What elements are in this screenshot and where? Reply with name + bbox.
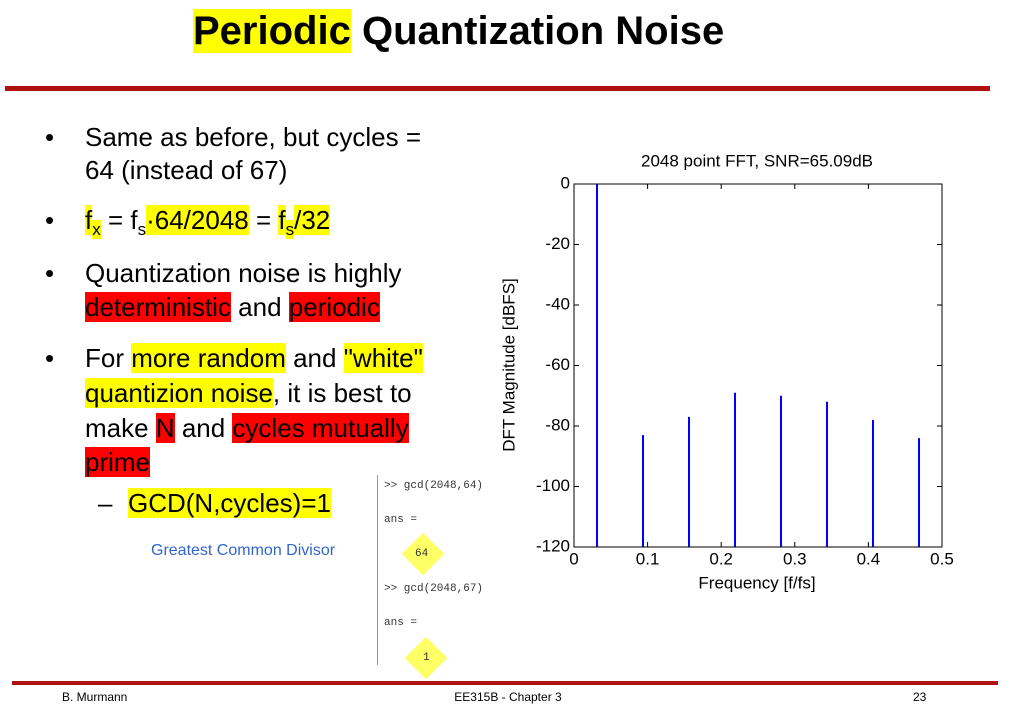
text-run: f: [85, 205, 93, 235]
y-tick-label: -100: [536, 476, 570, 495]
bullet-line: fx = fs·64/2048 = fs/32: [85, 203, 331, 239]
chart-title: 2048 point FFT, SNR=65.09dB: [641, 151, 873, 170]
bullet-marker: •: [45, 122, 55, 152]
console-line: 64: [415, 548, 429, 560]
text-run: Periodic: [193, 9, 351, 53]
text-run: cycles mutually: [232, 413, 409, 443]
bullet-line: make N and cycles mutually: [85, 411, 409, 445]
text-run: =: [248, 205, 279, 235]
text-run: make: [85, 413, 156, 443]
console-line: ans =: [384, 514, 418, 526]
x-tick-label: 0.2: [709, 549, 733, 568]
bullet-line: prime: [85, 445, 151, 479]
text-run: Quantization noise is highly: [85, 258, 402, 288]
bullet-line: Same as before, but cycles =: [85, 120, 421, 154]
y-tick-label: -60: [545, 355, 570, 374]
text-run: x: [92, 220, 101, 239]
x-tick-label: 0.4: [857, 549, 881, 568]
note: Greatest Common Divisor: [151, 542, 336, 559]
y-tick-label: -120: [536, 536, 570, 555]
text-run: periodic: [288, 292, 380, 322]
text-run: deterministic: [85, 292, 231, 322]
text-run: For: [85, 343, 132, 373]
bullet-marker: •: [45, 343, 55, 373]
footer-rule: [12, 681, 998, 685]
bullet-line: 64 (instead of 67): [85, 153, 287, 187]
title-rule: [5, 86, 990, 91]
footer-right: 23: [913, 690, 927, 704]
y-tick-label: -80: [545, 415, 570, 434]
console-line: >> gcd(2048,64): [384, 480, 484, 492]
console-line: 1: [423, 652, 430, 664]
console-line: ans =: [384, 617, 418, 629]
x-tick-label: 0.5: [930, 549, 954, 568]
text-run: quantizion noise: [85, 378, 273, 408]
text-run: 64 (instead of 67): [85, 155, 288, 185]
text-run: N: [155, 413, 175, 443]
bullet-line: For more random and "white": [85, 341, 423, 375]
x-tick-label: 0.3: [783, 549, 807, 568]
y-tick-label: 0: [561, 173, 570, 192]
text-run: Same as before, but cycles =: [85, 122, 422, 152]
text-run: "white": [343, 343, 423, 373]
bullet-line: deterministic and periodic: [85, 290, 380, 324]
bullet-marker: •: [45, 258, 55, 288]
x-tick-label: 0.1: [636, 549, 660, 568]
text-run: prime: [85, 447, 151, 477]
text-run: /32: [294, 205, 331, 235]
text-run: and: [174, 413, 233, 443]
text-run: and: [230, 292, 289, 322]
y-axis-label: DFT Magnitude [dBFS]: [499, 278, 518, 452]
footer-left: B. Murmann: [62, 690, 128, 704]
text-run: ·64/2048: [146, 205, 249, 235]
x-axis-label: Frequency [f/fs]: [698, 573, 815, 592]
x-tick-label: 0: [569, 549, 578, 568]
sub-bullet-line: GCD(N,cycles)=1: [128, 486, 331, 520]
footer-center: EE315B - Chapter 3: [454, 690, 562, 704]
bullet-line: Quantization noise is highly: [85, 256, 402, 290]
text-run: s: [285, 220, 295, 239]
text-run: GCD(N,cycles)=1: [128, 488, 331, 518]
bullet-line: quantizion noise, it is best to: [85, 376, 412, 410]
y-tick-label: -40: [545, 294, 570, 313]
console-line: >> gcd(2048,67): [384, 583, 484, 595]
text-run: more random: [131, 343, 286, 373]
text-run: = f: [100, 205, 138, 235]
text-run: and: [285, 343, 344, 373]
console-border: [377, 475, 378, 665]
text-run: f: [278, 205, 286, 235]
plot-frame: [573, 183, 943, 548]
slide-title: Periodic Quantization Noise: [193, 8, 724, 54]
text-run: Quantization Noise: [350, 9, 725, 53]
bullet-marker: •: [45, 205, 55, 235]
text-run: , it is best to: [272, 378, 412, 408]
text-run: s: [137, 220, 147, 239]
y-tick-label: -20: [545, 234, 570, 253]
sub-bullet-marker: –: [98, 488, 113, 518]
